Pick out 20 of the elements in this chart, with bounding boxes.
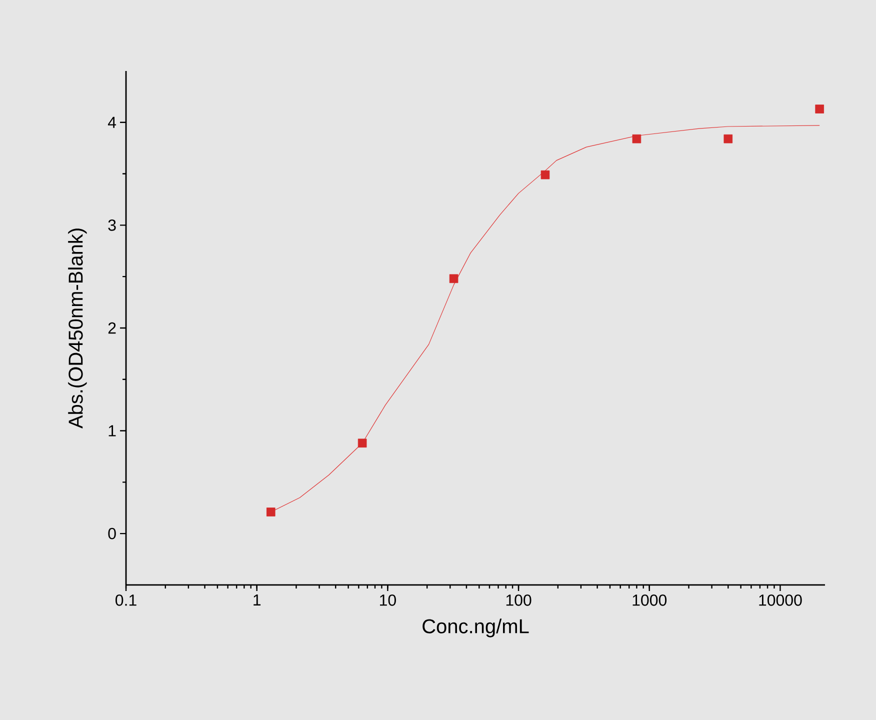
y-tick-label: 2 (108, 322, 116, 334)
x-tick-label: 1000 (632, 594, 667, 606)
y-tick-label: 3 (108, 220, 116, 231)
point (266, 508, 276, 516)
x-tick-label: 10000 (759, 594, 802, 606)
point (540, 170, 550, 180)
y-tick-label: 1 (108, 425, 116, 436)
y-tick-label: 0 (108, 528, 116, 540)
x-tick-label: 10 (380, 594, 396, 606)
point (449, 274, 458, 284)
y-tick-label: 4 (108, 116, 116, 128)
x-tick-label: 100 (506, 594, 532, 606)
point (815, 104, 824, 114)
point (724, 134, 733, 144)
x-tick-label: 1 (254, 594, 261, 606)
point (358, 438, 367, 448)
y-axis-title: Abs.(OD450nm-Blank) (68, 228, 87, 429)
x-tick-label: 0.1 (116, 594, 136, 606)
point (632, 134, 642, 144)
x-axis-title: Conc.ng/mL (422, 618, 529, 638)
